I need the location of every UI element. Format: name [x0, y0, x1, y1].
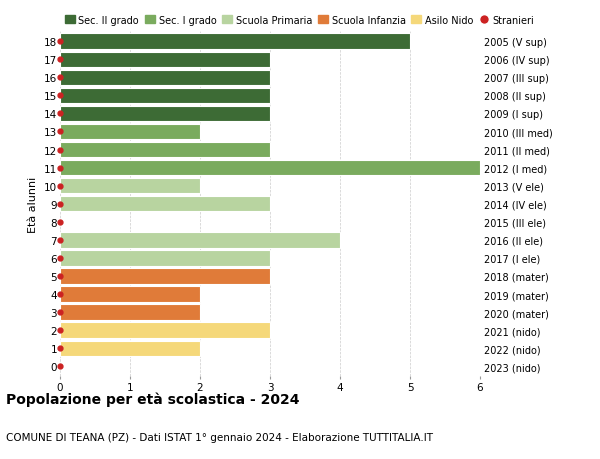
Bar — [60, 233, 340, 248]
Bar — [60, 287, 200, 302]
Bar — [60, 106, 270, 122]
Bar — [60, 34, 410, 50]
Bar — [60, 124, 200, 140]
Bar — [60, 269, 270, 284]
Bar — [60, 70, 270, 86]
Bar — [60, 341, 200, 356]
Y-axis label: Età alunni: Età alunni — [28, 176, 38, 232]
Bar — [60, 52, 270, 68]
Bar — [60, 143, 270, 158]
Bar — [60, 251, 270, 266]
Bar — [60, 305, 200, 320]
Bar — [60, 179, 200, 194]
Legend: Sec. II grado, Sec. I grado, Scuola Primaria, Scuola Infanzia, Asilo Nido, Stran: Sec. II grado, Sec. I grado, Scuola Prim… — [65, 16, 535, 26]
Text: Popolazione per età scolastica - 2024: Popolazione per età scolastica - 2024 — [6, 392, 299, 406]
Bar — [60, 89, 270, 104]
Bar — [60, 196, 270, 212]
Bar — [60, 161, 480, 176]
Bar — [60, 323, 270, 338]
Text: COMUNE DI TEANA (PZ) - Dati ISTAT 1° gennaio 2024 - Elaborazione TUTTITALIA.IT: COMUNE DI TEANA (PZ) - Dati ISTAT 1° gen… — [6, 431, 433, 442]
